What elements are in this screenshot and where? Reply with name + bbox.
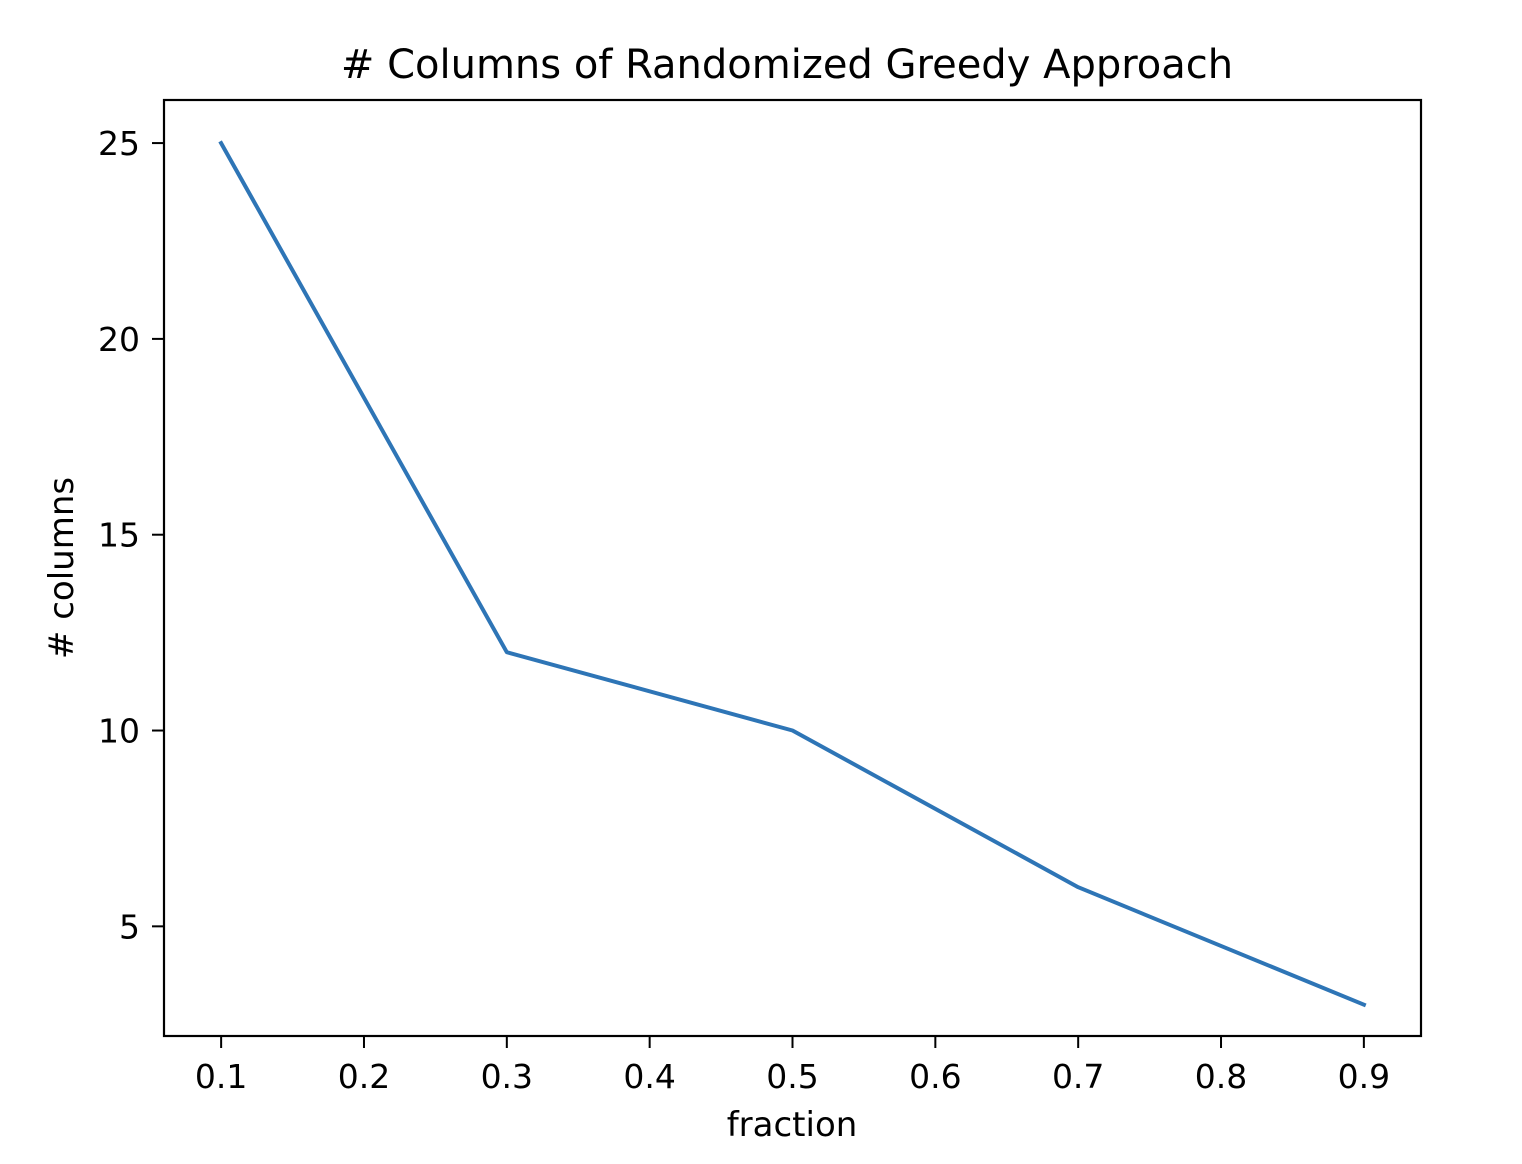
- x-tick-label: 0.9: [1338, 1057, 1390, 1096]
- y-tick-label: 20: [98, 320, 140, 359]
- x-tick-label: 0.5: [766, 1057, 818, 1096]
- y-tick-label: 5: [119, 907, 140, 946]
- x-tick-label: 0.2: [338, 1057, 390, 1096]
- x-tick-label: 0.6: [909, 1057, 961, 1096]
- x-tick-label: 0.4: [623, 1057, 675, 1096]
- y-axis-label: # columns: [42, 477, 82, 659]
- chart-title: # Columns of Randomized Greedy Approach: [341, 42, 1233, 88]
- x-tick-label: 0.7: [1052, 1057, 1104, 1096]
- x-axis: 0.1 0.2 0.3 0.4 0.5 0.6 0.7 0.8 0.9: [195, 1036, 1390, 1096]
- series-layer: [218, 140, 1367, 1008]
- x-tick-label: 0.8: [1195, 1057, 1247, 1096]
- y-tick-label: 25: [98, 124, 140, 163]
- series-line: [218, 140, 1367, 1008]
- x-tick-label: 0.3: [481, 1057, 533, 1096]
- y-axis: 5 10 15 20 25: [98, 124, 164, 946]
- x-axis-label: fraction: [727, 1105, 858, 1145]
- x-tick-label: 0.1: [195, 1057, 247, 1096]
- y-tick-label: 10: [98, 712, 140, 751]
- y-tick-label: 15: [98, 516, 140, 555]
- plot-area: 0.1 0.2 0.3 0.4 0.5 0.6 0.7 0.8 0.9 5 10 15 20 25: [98, 98, 1423, 1096]
